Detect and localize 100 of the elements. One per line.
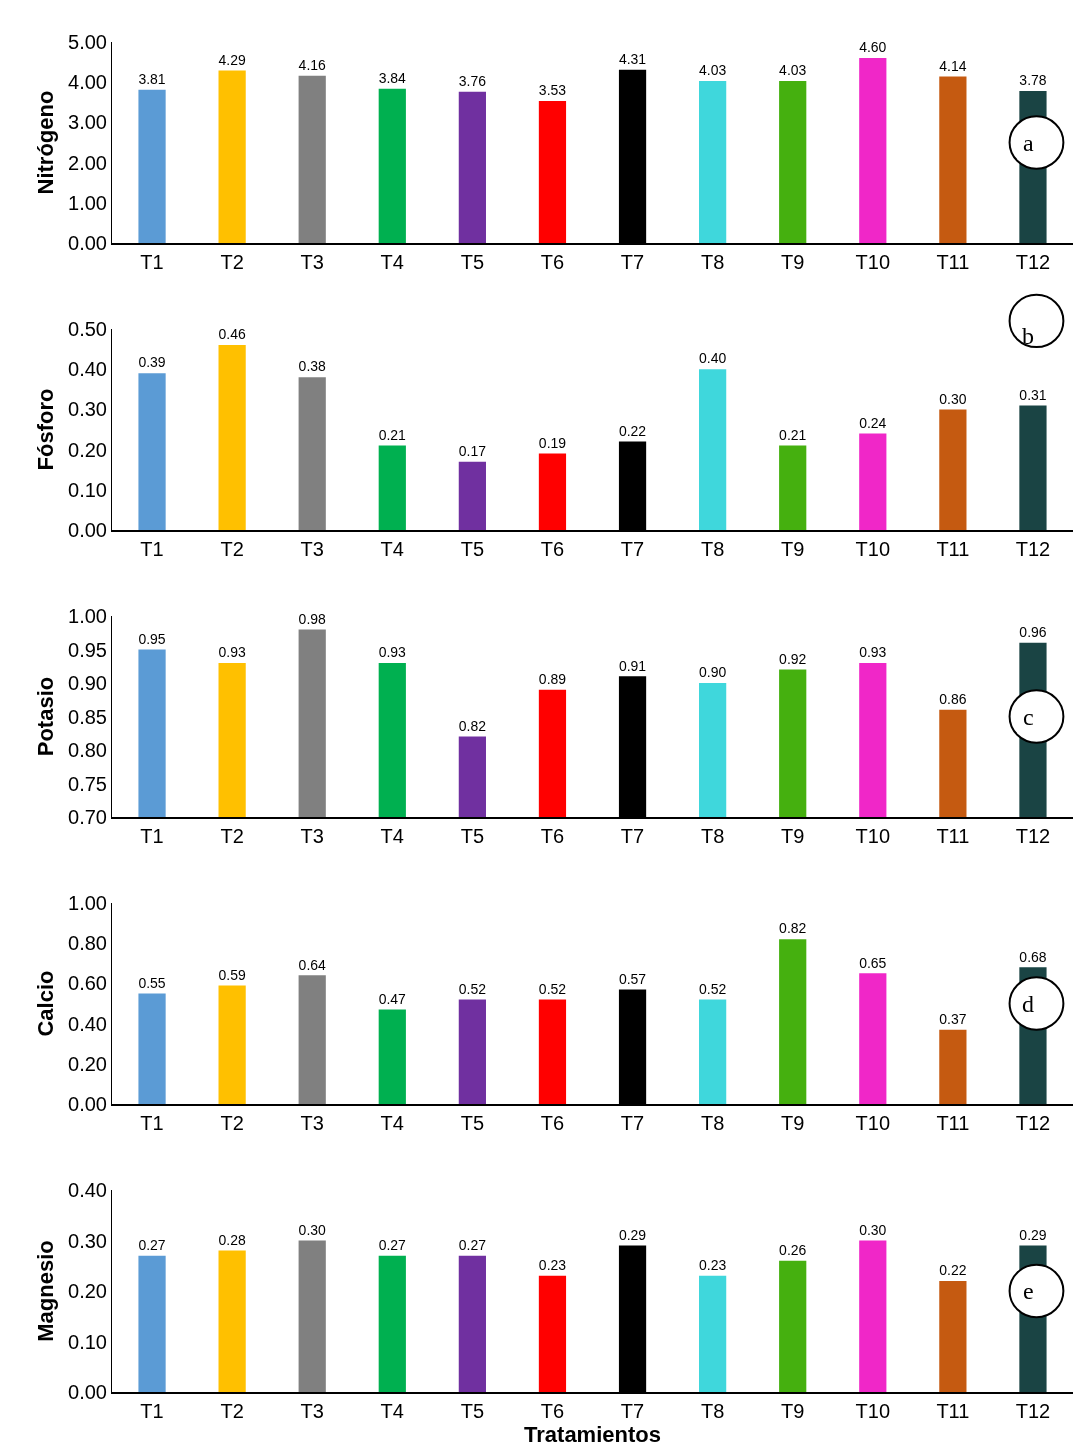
data-label: 3.84: [378, 69, 407, 86]
x-tick-label: T4: [380, 251, 404, 273]
data-label: 0.52: [699, 980, 727, 997]
bar: [939, 76, 967, 243]
y-tick-label: 0.80: [68, 739, 107, 761]
x-tick-label: T12: [1015, 538, 1051, 560]
y-tick-label: 0.00: [68, 232, 107, 254]
x-tick-label: T12: [1015, 251, 1051, 273]
x-tick-label: T10: [855, 538, 891, 560]
data-label: 0.52: [458, 980, 487, 997]
x-tick-label: T4: [380, 538, 404, 560]
annotation: e: [1023, 1278, 1034, 1304]
data-label: 0.23: [538, 1257, 567, 1274]
bar: [218, 1250, 246, 1392]
x-tick-label: T8: [700, 1112, 725, 1134]
y-axis-title: Calcio: [32, 970, 58, 1037]
x-tick-label: T9: [781, 538, 805, 560]
x-tick-label: T9: [781, 1112, 805, 1134]
x-tick-label: T8: [700, 251, 725, 273]
data-label: 0.31: [1019, 386, 1047, 403]
x-tick-label: T6: [540, 251, 565, 273]
data-label: 0.24: [859, 414, 887, 431]
data-label: 0.93: [218, 644, 246, 661]
data-label: 0.30: [939, 390, 967, 407]
y-tick-label: 0.50: [68, 318, 107, 340]
x-tick-label: T10: [855, 1400, 891, 1422]
data-label: 0.86: [939, 691, 967, 707]
y-axis-title: Magnesio: [32, 1240, 58, 1342]
y-tick-label: 0.85: [68, 705, 107, 728]
data-label: 0.19: [538, 434, 567, 451]
y-tick-label: 0.20: [68, 1052, 107, 1075]
bar: [1019, 405, 1047, 530]
bar: [218, 985, 246, 1104]
data-label: 0.30: [859, 1221, 887, 1238]
data-label: 3.81: [138, 71, 166, 88]
bar: [859, 433, 887, 530]
bar: [779, 445, 807, 530]
y-tick-label: 0.70: [68, 806, 107, 828]
x-tick-label: T12: [1015, 1112, 1051, 1134]
x-tick-label: T9: [781, 825, 805, 847]
bar: [699, 1275, 727, 1392]
y-axis-title: Nitrógeno: [32, 90, 58, 195]
y-tick-label: 3.00: [68, 111, 107, 134]
data-label: 0.93: [378, 644, 407, 661]
data-label: 4.14: [939, 57, 967, 74]
x-tick-label: T11: [936, 538, 970, 560]
data-label: 3.53: [538, 82, 567, 99]
bar: [298, 1240, 326, 1392]
y-tick-label: 0.40: [68, 358, 107, 381]
y-tick-label: 1.00: [68, 605, 107, 627]
data-label: 0.21: [378, 426, 407, 443]
y-axis-title: Potasio: [32, 676, 58, 757]
data-label: 0.64: [298, 956, 327, 973]
bar: [298, 377, 326, 530]
x-tick-label: T9: [781, 1400, 805, 1422]
data-label: 0.22: [618, 422, 647, 439]
y-tick-label: 0.30: [68, 398, 107, 421]
x-tick-label: T5: [460, 1112, 485, 1134]
x-tick-label: T5: [460, 251, 485, 273]
y-tick-label: 1.00: [68, 892, 107, 914]
x-tick-label: T3: [300, 825, 324, 847]
data-label: 4.29: [218, 51, 246, 68]
bar: [859, 973, 887, 1104]
y-tick-label: 0.80: [68, 932, 107, 955]
annotation: a: [1023, 130, 1034, 156]
bar: [218, 70, 246, 243]
x-tick-label: T4: [380, 1112, 404, 1134]
bar: [939, 1029, 967, 1104]
bar: [859, 58, 887, 243]
bar: [298, 975, 326, 1104]
bar: [779, 1260, 807, 1392]
x-tick-label: T10: [855, 1112, 891, 1134]
x-tick-label: T6: [540, 538, 565, 560]
bar: [458, 461, 486, 530]
x-tick-label: T1: [140, 1112, 164, 1134]
bar: [298, 75, 326, 243]
x-tick-label: T2: [220, 825, 244, 847]
y-axis-title: Fósforo: [32, 388, 58, 471]
data-label: 0.17: [458, 442, 487, 459]
x-tick-label: T9: [781, 251, 805, 273]
data-label: 0.38: [298, 358, 327, 375]
x-tick-label: T12: [1015, 1400, 1051, 1422]
x-tick-label: T2: [220, 538, 244, 560]
data-label: 0.52: [538, 980, 567, 997]
data-label: 0.68: [1019, 948, 1047, 965]
data-label: 0.55: [138, 974, 166, 991]
bar: [779, 80, 807, 243]
data-label: 0.96: [1019, 624, 1047, 640]
y-tick-label: 0.00: [68, 1093, 107, 1115]
x-tick-label: T11: [936, 825, 970, 847]
y-tick-label: 0.90: [68, 672, 107, 694]
y-tick-label: 0.40: [68, 1012, 107, 1035]
x-tick-label: T10: [855, 251, 891, 273]
x-tick-label: T10: [855, 825, 891, 847]
data-label: 0.91: [618, 657, 647, 674]
bar: [699, 999, 727, 1104]
data-label: 0.95: [138, 630, 166, 647]
x-tick-label: T12: [1015, 825, 1051, 847]
data-label: 0.92: [779, 650, 807, 667]
data-label: 0.82: [779, 920, 807, 937]
